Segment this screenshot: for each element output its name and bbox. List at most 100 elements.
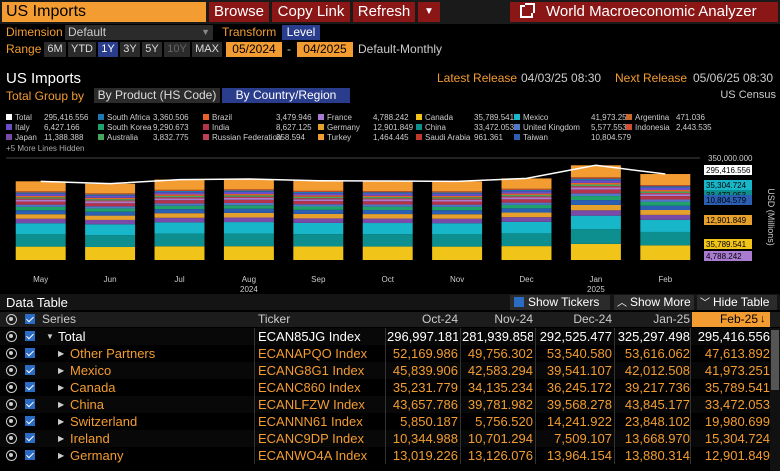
- stacked-bar-chart[interactable]: 350,000.000 May Jun Jul Aug Sep Oct Nov Dec Jan Fe…: [0, 152, 780, 294]
- right-value-tag: [704, 251, 752, 261]
- bar-segment: [362, 246, 413, 260]
- scrollbar-thumb[interactable]: [771, 330, 779, 390]
- select-all-checkbox[interactable]: [25, 314, 35, 324]
- ticker-cell[interactable]: ECANC860 Index: [258, 380, 361, 395]
- table-row[interactable]: ▶ Other Partners ECANAPQO Index 52,169.986 4…: [0, 345, 770, 362]
- start-date-field[interactable]: 05/2024: [226, 42, 282, 57]
- dimension-select[interactable]: Default ▼: [65, 25, 213, 40]
- ticker-cell[interactable]: ECANLFZW Index: [258, 397, 365, 412]
- legend-item[interactable]: Italy 6,427.166: [6, 123, 80, 132]
- row-checkbox[interactable]: [25, 348, 35, 358]
- col-header-oct-24[interactable]: Oct-24: [421, 312, 458, 326]
- ticker-cell[interactable]: ECAN85JG Index: [258, 329, 361, 344]
- expand-arrow-icon[interactable]: ▶: [58, 451, 65, 460]
- row-checkbox[interactable]: [25, 382, 35, 392]
- table-row[interactable]: ▶ Switzerland ECANNN61 Index 5,850.187 5,756…: [0, 413, 770, 430]
- refresh-button[interactable]: Refresh: [353, 2, 415, 22]
- frequency-label[interactable]: Default-Monthly: [358, 42, 443, 56]
- ticker-column-header[interactable]: Ticker: [258, 312, 291, 326]
- expand-arrow-icon[interactable]: ▶: [58, 434, 65, 443]
- row-checkbox[interactable]: [25, 399, 35, 409]
- crosshair-icon[interactable]: [6, 450, 17, 461]
- legend-item[interactable]: South Korea 9,290.673: [98, 123, 189, 132]
- series-column-header[interactable]: Series: [42, 312, 77, 326]
- show-more-button[interactable]: ︿ Show More: [614, 295, 694, 310]
- legend-item[interactable]: Mexico 41,973.251: [514, 113, 631, 122]
- more-lines-hidden-link[interactable]: +5 More Lines Hidden: [6, 144, 85, 153]
- row-checkbox[interactable]: [25, 433, 35, 443]
- expand-arrow-icon[interactable]: ▶: [58, 417, 65, 426]
- legend-item[interactable]: Brazil 3,479.946: [203, 113, 312, 122]
- ticker-cell[interactable]: ECANC9DP Index: [258, 431, 364, 446]
- table-row[interactable]: ▶ Ireland ECANC9DP Index 10,344.988 10,701.2…: [0, 430, 770, 447]
- table-row[interactable]: ▼ Total ECAN85JG Index 296,997.181 281,939.8…: [0, 328, 770, 345]
- legend-item[interactable]: Russian Federation 358.594: [203, 133, 305, 142]
- expand-arrow-icon[interactable]: ▶: [58, 349, 65, 358]
- crosshair-icon[interactable]: [6, 314, 17, 325]
- legend-item[interactable]: South Africa 3,360.506: [98, 113, 189, 122]
- transform-level-button[interactable]: Level: [282, 25, 320, 40]
- legend-item[interactable]: China 33,472.053: [416, 123, 514, 132]
- crosshair-icon[interactable]: [6, 382, 17, 393]
- table-row[interactable]: ▶ Canada ECANC860 Index 35,231.779 34,135.23…: [0, 379, 770, 396]
- legend-item[interactable]: United Kingdom 5,577.553: [514, 123, 627, 132]
- crosshair-icon[interactable]: [6, 365, 17, 376]
- range-3y-button[interactable]: 3Y: [120, 42, 140, 57]
- legend-item[interactable]: Germany 12,901.849: [318, 123, 413, 132]
- legend-item[interactable]: France 4,788.242: [318, 113, 409, 122]
- ticker-cell[interactable]: ECANNN61 Index: [258, 414, 363, 429]
- row-checkbox[interactable]: [25, 331, 35, 341]
- legend-item[interactable]: India 8,627.125: [203, 123, 312, 132]
- range-5y-button[interactable]: 5Y: [142, 42, 162, 57]
- legend-item[interactable]: Australia 3,832.775: [98, 133, 189, 142]
- sort-desc-icon[interactable]: ↓: [760, 313, 766, 325]
- legend-item[interactable]: Turkey 1,464.445: [318, 133, 409, 142]
- table-row[interactable]: ▶ Germany ECANWO4A Index 13,019.226 13,126.0…: [0, 447, 770, 464]
- col-header-jan-25[interactable]: Jan-25: [653, 312, 690, 326]
- expand-arrow-icon[interactable]: ▶: [58, 366, 65, 375]
- copy-link-button[interactable]: Copy Link: [272, 2, 350, 22]
- crosshair-icon[interactable]: [6, 348, 17, 359]
- value-cell: 23,848.102: [624, 414, 690, 429]
- crosshair-icon[interactable]: [6, 416, 17, 427]
- ticker-cell[interactable]: ECANG8G1 Index: [258, 363, 365, 378]
- legend-item[interactable]: Argentina 471.036: [626, 113, 705, 122]
- crosshair-icon[interactable]: [6, 399, 17, 410]
- analyzer-launch-button[interactable]: World Macroeconomic Analyzer: [510, 2, 778, 22]
- range-6m-button[interactable]: 6M: [44, 42, 66, 57]
- row-checkbox[interactable]: [25, 365, 35, 375]
- table-row[interactable]: ▶ Mexico ECANG8G1 Index 45,839.906 42,583.29…: [0, 362, 770, 379]
- range-1y-button[interactable]: 1Y: [98, 42, 118, 57]
- col-header-feb-25[interactable]: Feb-25: [692, 312, 770, 327]
- legend-name: Argentina: [635, 113, 670, 122]
- group-by-product-button[interactable]: By Product (HS Code): [94, 88, 220, 103]
- legend-item[interactable]: Taiwan 10,804.579: [514, 133, 631, 142]
- toolbar-menu-caret-icon[interactable]: ▼: [418, 2, 440, 22]
- legend-item[interactable]: Saudi Arabia 961.361: [416, 133, 503, 142]
- expand-arrow-icon[interactable]: ▶: [58, 383, 65, 392]
- range-max-button[interactable]: MAX: [192, 42, 222, 57]
- expand-arrow-icon[interactable]: ▶: [58, 400, 65, 409]
- legend-item[interactable]: Canada 35,789.541: [416, 113, 514, 122]
- legend-item[interactable]: Indonesia 2,443.535: [626, 123, 712, 132]
- legend-item[interactable]: Japan 11,388.388: [6, 133, 83, 142]
- collapse-arrow-icon[interactable]: ▼: [46, 332, 54, 341]
- show-tickers-toggle[interactable]: Show Tickers: [510, 295, 610, 310]
- row-checkbox[interactable]: [25, 416, 35, 426]
- end-date-field[interactable]: 04/2025: [297, 42, 353, 57]
- hide-table-button[interactable]: ﹀ Hide Table: [697, 295, 777, 310]
- legend-item[interactable]: Total 295,416.556: [6, 113, 89, 122]
- browse-button[interactable]: Browse: [209, 2, 269, 22]
- group-by-country-button[interactable]: By Country/Region: [222, 88, 350, 103]
- col-header-dec-24[interactable]: Dec-24: [573, 312, 612, 326]
- ticker-cell[interactable]: ECANWO4A Index: [258, 448, 368, 463]
- col-header-nov-24[interactable]: Nov-24: [494, 312, 533, 326]
- table-row[interactable]: ▶ China ECANLFZW Index 43,657.786 39,781.982…: [0, 396, 770, 413]
- crosshair-icon[interactable]: [6, 331, 17, 342]
- ticker-cell[interactable]: ECANAPQO Index: [258, 346, 368, 361]
- table-scrollbar[interactable]: [770, 328, 780, 471]
- range-ytd-button[interactable]: YTD: [68, 42, 96, 57]
- crosshair-icon[interactable]: [6, 433, 17, 444]
- row-checkbox[interactable]: [25, 450, 35, 460]
- range-10y-button[interactable]: 10Y: [164, 42, 190, 57]
